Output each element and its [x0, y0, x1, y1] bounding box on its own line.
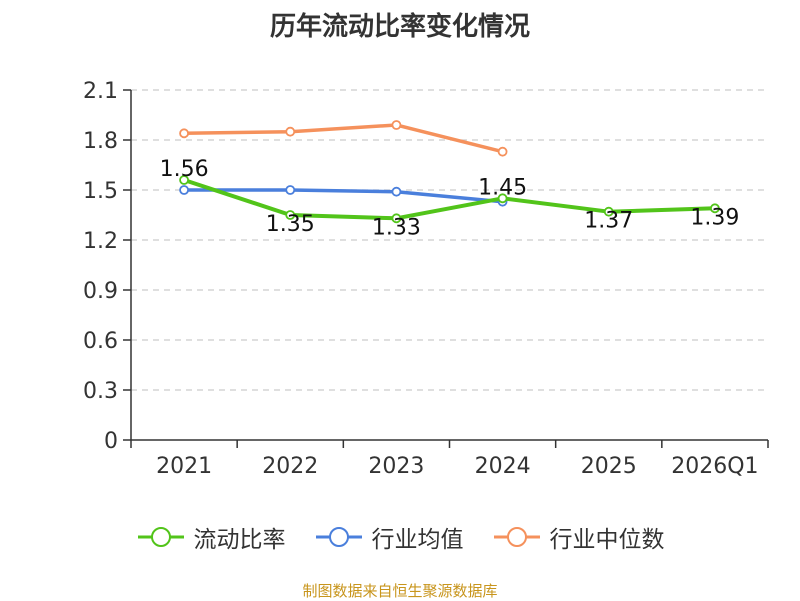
legend-label: 行业中位数	[549, 527, 665, 553]
legend-item-industry-mean[interactable]: 行业均值	[314, 520, 464, 554]
data-point	[179, 185, 189, 195]
x-tick-label: 2026Q1	[671, 454, 758, 479]
data-label: 1.37	[584, 209, 633, 234]
legend-item-current-ratio[interactable]: 流动比率	[136, 520, 286, 554]
series-line	[184, 188, 503, 204]
x-tick-label: 2021	[156, 454, 212, 479]
data-label: 1.56	[160, 157, 209, 182]
data-point	[710, 203, 720, 214]
x-tick-label: 2022	[262, 454, 318, 479]
data-point	[497, 146, 508, 157]
y-tick-label: 1.8	[83, 129, 118, 154]
y-tick-label: 1.5	[83, 179, 118, 204]
data-label: 1.35	[266, 212, 315, 237]
legend-item-industry-median[interactable]: 行业中位数	[492, 520, 665, 554]
data-point	[179, 128, 189, 139]
series-line	[184, 123, 504, 154]
y-tick-label: 1.2	[83, 229, 118, 254]
legend-line-icon	[315, 527, 362, 547]
chart-title: 历年流动比率变化情况	[269, 12, 530, 42]
series-line	[183, 178, 715, 221]
data-point	[391, 120, 402, 130]
data-label: 1.33	[372, 215, 421, 240]
legend: 流动比率 行业均值 行业中位数	[0, 520, 800, 554]
x-tick-label: 2024	[475, 454, 531, 479]
data-label: 1.45	[478, 175, 527, 200]
y-tick-label: 0.3	[83, 379, 118, 404]
data-point	[179, 175, 189, 185]
y-tick-label: 0.6	[83, 329, 118, 354]
data-point	[285, 210, 296, 220]
legend-line-icon	[493, 527, 540, 547]
data-point	[391, 186, 402, 197]
source-note: 制图数据来自恒生聚源数据库	[302, 582, 498, 600]
legend-label: 行业均值	[371, 527, 464, 553]
data-label: 1.39	[690, 205, 739, 230]
y-tick-label: 0	[104, 429, 118, 454]
x-tick-label: 2023	[368, 454, 424, 479]
data-point	[497, 193, 508, 204]
x-tick-label: 2025	[581, 454, 637, 479]
y-tick-label: 2.1	[83, 79, 118, 104]
data-point	[391, 213, 402, 224]
data-point	[603, 206, 614, 217]
y-tick-label: 0.9	[83, 279, 118, 304]
legend-line-icon	[137, 527, 184, 547]
data-point	[285, 185, 296, 195]
data-point	[285, 126, 296, 137]
legend-label: 流动比率	[193, 527, 286, 553]
